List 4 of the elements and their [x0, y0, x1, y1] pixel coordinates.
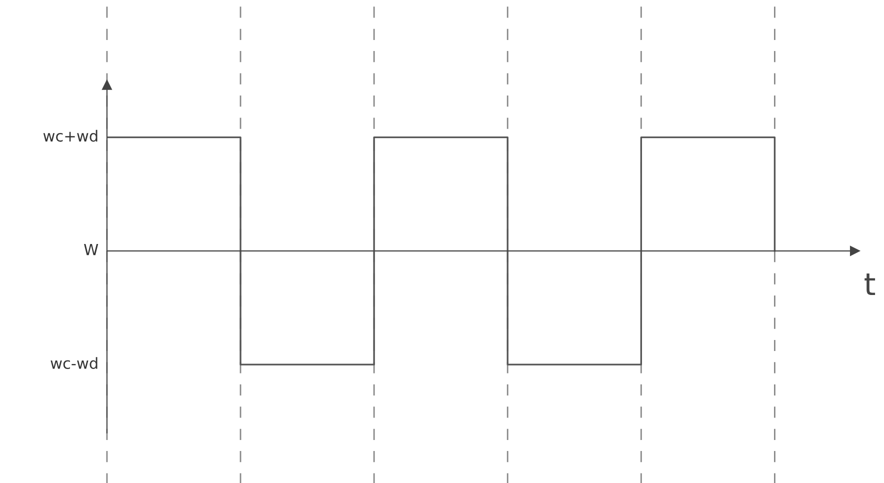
text: W: [84, 244, 98, 256]
text: wc+wd: [43, 130, 98, 142]
text: wc-wd: [50, 357, 98, 370]
x-axis-title: t: [864, 274, 876, 296]
